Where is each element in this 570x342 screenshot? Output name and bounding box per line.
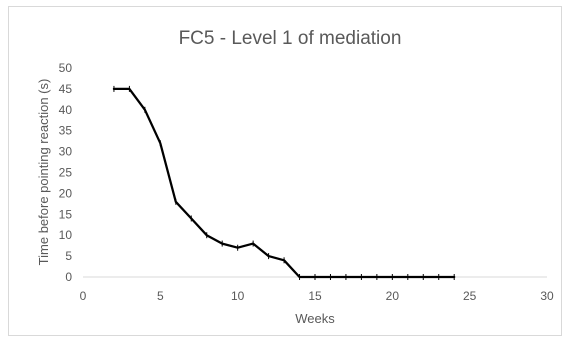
x-tick-label: 30 — [540, 289, 554, 303]
y-tick-label: 40 — [59, 103, 73, 117]
y-tick-label: 0 — [65, 270, 72, 284]
x-tick-label: 15 — [308, 289, 322, 303]
chart-title: FC5 - Level 1 of mediation — [179, 28, 402, 49]
y-axis-label: Time before pointing reaction (s) — [36, 79, 51, 266]
x-tick-label: 10 — [231, 289, 245, 303]
y-tick-label: 35 — [59, 124, 73, 138]
y-tick-label: 30 — [59, 145, 73, 159]
y-tick-label: 50 — [59, 61, 73, 75]
y-tick-label: 15 — [59, 207, 73, 221]
x-tick-label: 20 — [386, 289, 400, 303]
y-tick-label: 5 — [65, 249, 72, 263]
x-tick-label: 0 — [80, 289, 87, 303]
y-tick-label: 10 — [59, 228, 73, 242]
x-tick-label: 5 — [157, 289, 164, 303]
y-tick-label: 45 — [59, 82, 73, 96]
x-tick-label: 25 — [463, 289, 477, 303]
x-axis-label: Weeks — [295, 311, 335, 326]
series-line — [112, 87, 456, 279]
chart-frame — [8, 6, 562, 336]
y-tick-label: 25 — [59, 166, 73, 180]
y-tick-label: 20 — [59, 186, 73, 200]
